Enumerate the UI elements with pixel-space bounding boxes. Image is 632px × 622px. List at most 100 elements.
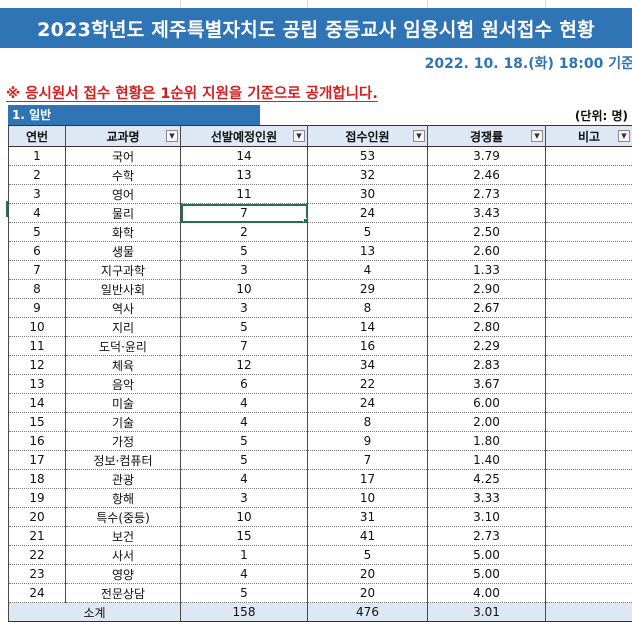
cell-quota[interactable]: 15 xyxy=(181,527,308,546)
cell-subject[interactable]: 가정 xyxy=(66,432,181,451)
cell-applicants[interactable]: 20 xyxy=(308,584,428,603)
cell-note[interactable] xyxy=(546,185,632,204)
cell-quota[interactable]: 5 xyxy=(181,584,308,603)
cell-no[interactable]: 17 xyxy=(9,451,66,470)
cell-subject[interactable]: 보건 xyxy=(66,527,181,546)
cell-quota[interactable]: 6 xyxy=(181,375,308,394)
cell-ratio[interactable]: 4.25 xyxy=(428,470,546,489)
unit-label[interactable]: (단위: 명) xyxy=(575,107,632,124)
cell-note[interactable] xyxy=(546,546,632,565)
cell-ratio[interactable]: 2.46 xyxy=(428,166,546,185)
cell-applicants[interactable]: 34 xyxy=(308,356,428,375)
cell-quota[interactable]: 2 xyxy=(181,223,308,242)
cell-no[interactable]: 10 xyxy=(9,318,66,337)
cell-subject[interactable]: 특수(중등) xyxy=(66,508,181,527)
cell-no[interactable]: 15 xyxy=(9,413,66,432)
cell-note[interactable] xyxy=(546,299,632,318)
date-note[interactable]: 2022. 10. 18.(화) 18:00 기준 xyxy=(425,53,632,73)
cell-no[interactable]: 14 xyxy=(9,394,66,413)
cell-applicants[interactable]: 16 xyxy=(308,337,428,356)
cell-subject[interactable]: 영양 xyxy=(66,565,181,584)
cell-no[interactable]: 22 xyxy=(9,546,66,565)
cell-no[interactable]: 2 xyxy=(9,166,66,185)
header-quota[interactable]: 선발예정인원▼ xyxy=(181,126,308,147)
cell-no[interactable]: 18 xyxy=(9,470,66,489)
cell-no[interactable]: 11 xyxy=(9,337,66,356)
cell-subject[interactable]: 화학 xyxy=(66,223,181,242)
cell-no[interactable]: 7 xyxy=(9,261,66,280)
cell-ratio[interactable]: 1.33 xyxy=(428,261,546,280)
cell-subject[interactable]: 역사 xyxy=(66,299,181,318)
header-applicants[interactable]: 접수인원▼ xyxy=(308,126,428,147)
section-label[interactable]: 1. 일반 xyxy=(8,105,260,125)
cell-note[interactable] xyxy=(546,375,632,394)
cell-note[interactable] xyxy=(546,337,632,356)
cell-no[interactable]: 24 xyxy=(9,584,66,603)
dropdown-filter-icon[interactable]: ▼ xyxy=(618,130,630,142)
cell-note[interactable] xyxy=(546,584,632,603)
cell-applicants[interactable]: 14 xyxy=(308,318,428,337)
cell-quota[interactable]: 3 xyxy=(181,299,308,318)
cell-applicants[interactable]: 41 xyxy=(308,527,428,546)
cell-applicants[interactable]: 53 xyxy=(308,147,428,166)
cell-ratio[interactable]: 2.73 xyxy=(428,185,546,204)
cell-applicants[interactable]: 5 xyxy=(308,546,428,565)
cell-quota[interactable]: 3 xyxy=(181,261,308,280)
cell-ratio[interactable]: 2.67 xyxy=(428,299,546,318)
cell-no[interactable]: 20 xyxy=(9,508,66,527)
cell-applicants[interactable]: 24 xyxy=(308,394,428,413)
notice-text[interactable]: ※ 응시원서 접수 현황은 1순위 지원을 기준으로 공개합니다. xyxy=(0,82,378,103)
cell-note[interactable] xyxy=(546,489,632,508)
cell-note[interactable] xyxy=(546,565,632,584)
cell-ratio[interactable]: 1.40 xyxy=(428,451,546,470)
cell-ratio[interactable]: 2.73 xyxy=(428,527,546,546)
cell-subject[interactable]: 생물 xyxy=(66,242,181,261)
cell-note[interactable] xyxy=(546,242,632,261)
cell-no[interactable]: 9 xyxy=(9,299,66,318)
cell-note[interactable] xyxy=(546,527,632,546)
cell-no[interactable]: 3 xyxy=(9,185,66,204)
cell-subject[interactable]: 도덕·윤리 xyxy=(66,337,181,356)
cell-quota[interactable]: 4 xyxy=(181,565,308,584)
cell-quota[interactable]: 5 xyxy=(181,432,308,451)
cell-note[interactable] xyxy=(546,356,632,375)
cell-quota[interactable]: 12 xyxy=(181,356,308,375)
cell-subject[interactable]: 음악 xyxy=(66,375,181,394)
cell-subject[interactable]: 물리 xyxy=(66,204,181,223)
cell-quota[interactable]: 3 xyxy=(181,489,308,508)
cell-quota[interactable]: 4 xyxy=(181,413,308,432)
cell-note[interactable] xyxy=(546,166,632,185)
cell-ratio[interactable]: 2.29 xyxy=(428,337,546,356)
cell-note[interactable] xyxy=(546,451,632,470)
cell-subject[interactable]: 지리 xyxy=(66,318,181,337)
cell-ratio[interactable]: 3.79 xyxy=(428,147,546,166)
dropdown-filter-icon[interactable]: ▼ xyxy=(293,130,305,142)
cell-note[interactable] xyxy=(546,432,632,451)
cell-note[interactable] xyxy=(546,394,632,413)
cell-subject[interactable]: 사서 xyxy=(66,546,181,565)
cell-ratio[interactable]: 2.83 xyxy=(428,356,546,375)
cell-quota[interactable]: 13 xyxy=(181,166,308,185)
cell-no[interactable]: 4 xyxy=(9,204,66,223)
cell-quota[interactable]: 5 xyxy=(181,318,308,337)
sheet-title-cell[interactable]: 2023학년도 제주특별자치도 공립 중등교사 임용시험 원서접수 현황 xyxy=(0,8,632,48)
cell-quota[interactable]: 10 xyxy=(181,508,308,527)
header-subject[interactable]: 교과명▼ xyxy=(66,126,181,147)
cell-no[interactable]: 1 xyxy=(9,147,66,166)
cell-ratio[interactable]: 1.80 xyxy=(428,432,546,451)
cell-subject[interactable]: 지구과학 xyxy=(66,261,181,280)
cell-applicants[interactable]: 20 xyxy=(308,565,428,584)
cell-subject[interactable]: 전문상담 xyxy=(66,584,181,603)
cell-subject[interactable]: 기술 xyxy=(66,413,181,432)
cell-ratio[interactable]: 3.33 xyxy=(428,489,546,508)
cell-note[interactable] xyxy=(546,280,632,299)
cell-quota[interactable]: 10 xyxy=(181,280,308,299)
cell-applicants[interactable]: 8 xyxy=(308,299,428,318)
cell-subject[interactable]: 항해 xyxy=(66,489,181,508)
cell-applicants[interactable]: 10 xyxy=(308,489,428,508)
cell-note[interactable] xyxy=(546,413,632,432)
cell-applicants[interactable]: 9 xyxy=(308,432,428,451)
cell-applicants[interactable]: 22 xyxy=(308,375,428,394)
cell-note[interactable] xyxy=(546,318,632,337)
cell-quota[interactable]: 4 xyxy=(181,394,308,413)
